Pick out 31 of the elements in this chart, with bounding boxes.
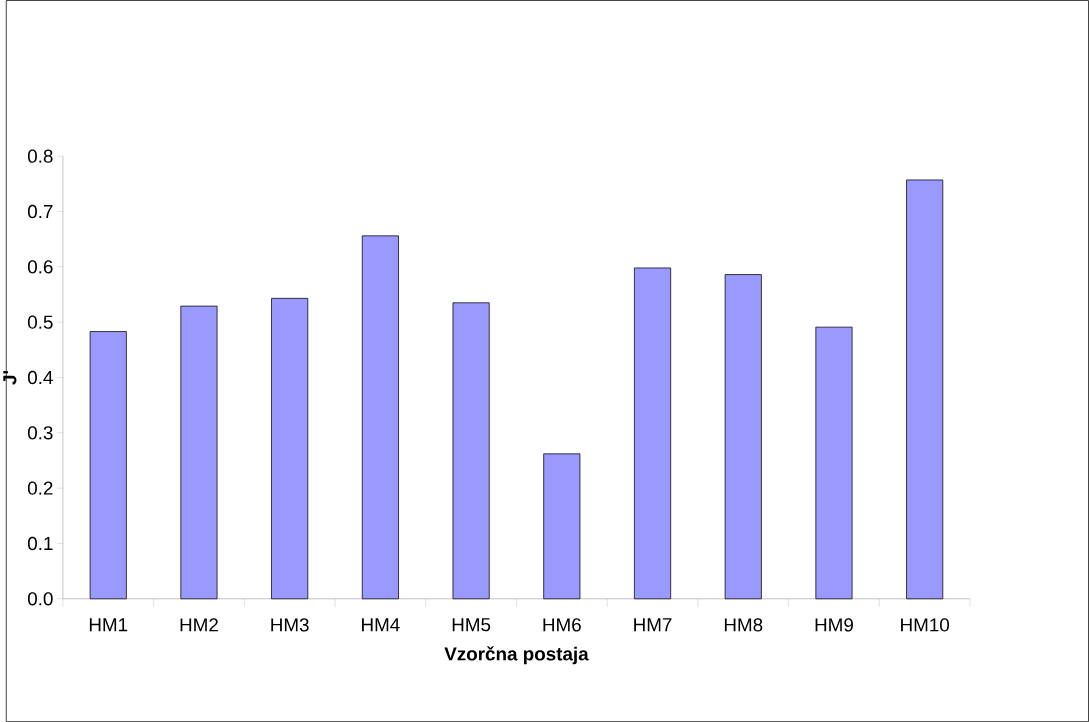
bar	[906, 179, 944, 600]
bar	[89, 331, 127, 600]
y-axis-title: J'	[3, 370, 17, 385]
bar	[634, 267, 672, 600]
x-tick-label: HM6	[543, 618, 581, 632]
x-tick-label: HM8	[724, 618, 763, 632]
bar	[271, 297, 309, 600]
bar	[452, 302, 490, 600]
y-tick-label: 0.6	[27, 260, 53, 274]
bar	[543, 453, 581, 600]
bar	[180, 305, 218, 600]
y-tick-label: 0.8	[27, 149, 53, 163]
bar	[815, 326, 853, 600]
y-tick-label: 0.2	[27, 481, 53, 495]
y-tick-label: 0.0	[27, 592, 53, 606]
x-tick-label: HM7	[634, 618, 672, 632]
x-tick-label: HM5	[452, 618, 491, 632]
bar	[724, 274, 762, 600]
x-tick-label: HM1	[89, 618, 128, 632]
x-axis-title: Vzorčna postaja	[444, 646, 589, 665]
x-tick-label: HM2	[180, 618, 218, 632]
x-tick-label: HM10	[901, 618, 950, 632]
bar	[361, 235, 399, 600]
y-tick-label: 0.4	[27, 370, 53, 385]
y-tick-label: 0.1	[27, 536, 53, 551]
x-tick-label: HM9	[815, 618, 853, 632]
y-tick-label: 0.5	[27, 315, 53, 329]
x-tick-label: HM4	[362, 618, 400, 632]
y-tick-label: 0.7	[27, 204, 53, 219]
x-tick-label: HM3	[271, 618, 309, 632]
y-tick-label: 0.3	[27, 426, 53, 440]
